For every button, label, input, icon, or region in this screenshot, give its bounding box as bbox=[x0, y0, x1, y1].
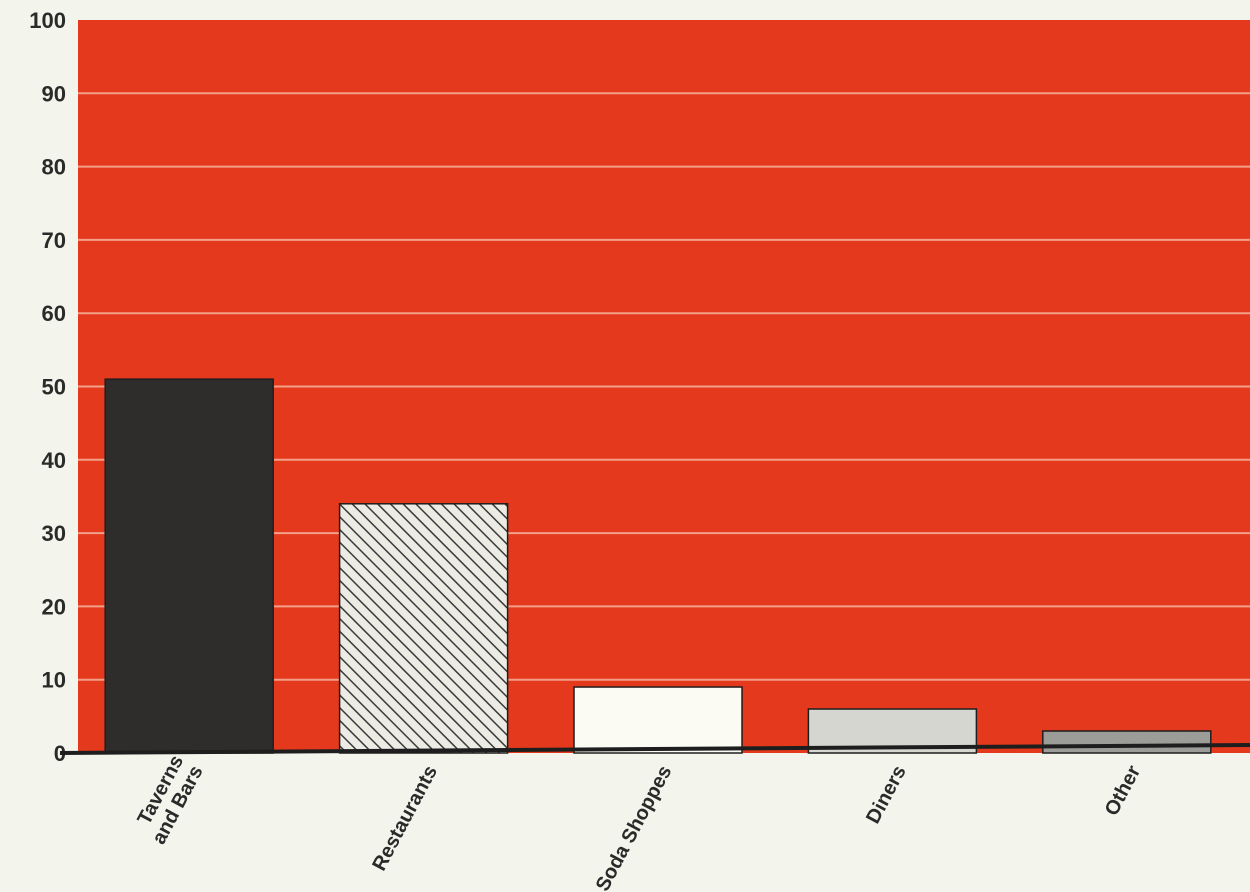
y-tick-label: 0 bbox=[54, 741, 66, 766]
y-tick-label: 60 bbox=[42, 301, 66, 326]
y-tick-label: 70 bbox=[42, 228, 66, 253]
x-tick-label: Restaurants bbox=[368, 762, 442, 874]
y-tick-label: 20 bbox=[42, 594, 66, 619]
x-axis-labels: Tavernsand Bars Restaurants Soda Shoppes Di… bbox=[129, 752, 1146, 892]
x-axis-baseline bbox=[59, 743, 1250, 755]
y-tick-label: 50 bbox=[42, 375, 66, 400]
x-tick-label: Other bbox=[1101, 762, 1146, 820]
x-tick-label: Soda Shoppes bbox=[592, 762, 677, 892]
bar bbox=[104, 378, 274, 754]
y-tick-label: 100 bbox=[29, 8, 66, 33]
bar bbox=[1042, 730, 1212, 754]
bar bbox=[573, 686, 743, 754]
bars bbox=[104, 378, 1212, 754]
y-tick-label: 90 bbox=[42, 81, 66, 106]
bar bbox=[338, 503, 509, 754]
y-tick-label: 10 bbox=[42, 668, 66, 693]
y-axis-ticks: 0 10 20 30 40 50 60 70 80 90 100 bbox=[29, 8, 66, 766]
x-tick-label: Diners bbox=[862, 762, 911, 827]
x-tick-label: Tavernsand Bars bbox=[129, 752, 208, 848]
y-tick-label: 80 bbox=[42, 155, 66, 180]
y-tick-label: 30 bbox=[42, 521, 66, 546]
y-tick-label: 40 bbox=[42, 448, 66, 473]
